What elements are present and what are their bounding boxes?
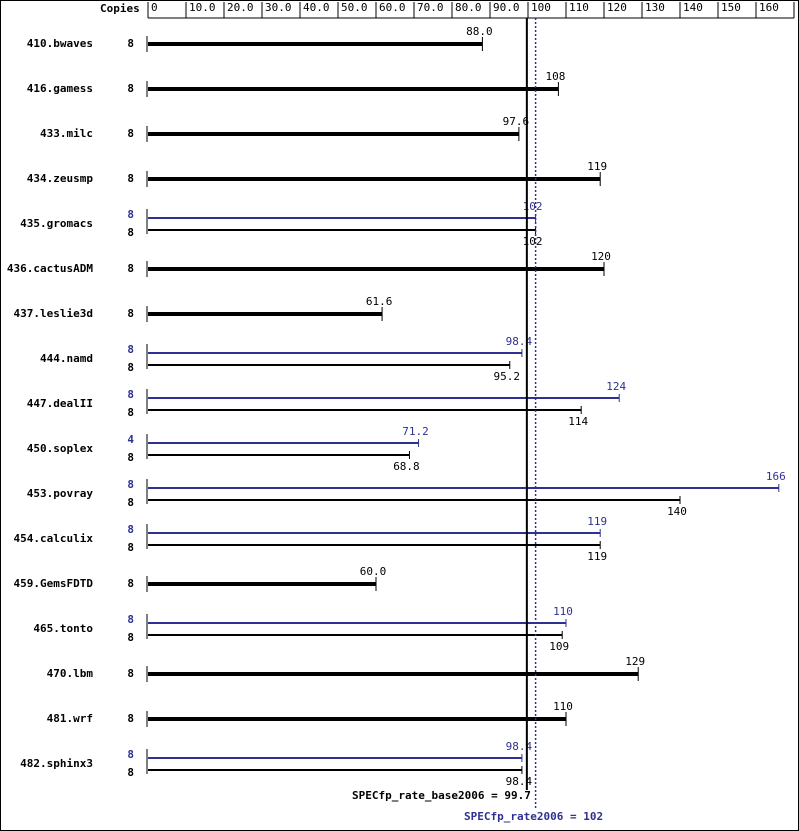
x-tick-label: 0 [151, 1, 158, 14]
base-value-label: 68.8 [393, 460, 420, 473]
base-copies: 8 [127, 262, 134, 275]
peak-value-label: 166 [766, 470, 786, 483]
peak-value-label: 124 [606, 380, 626, 393]
x-tick-label: 90.0 [493, 1, 520, 14]
peak-copies: 8 [127, 613, 134, 626]
base-copies: 8 [127, 226, 134, 239]
base-copies: 8 [127, 361, 134, 374]
x-tick-label: 110 [569, 1, 589, 14]
copies-header: Copies [100, 2, 140, 15]
benchmark-label: 454.calculix [14, 532, 94, 545]
base-value-label: 119 [587, 550, 607, 563]
base-value-label: 88.0 [466, 25, 493, 38]
x-tick-label: 10.0 [189, 1, 216, 14]
benchmark-label: 447.dealII [27, 397, 93, 410]
peak-copies: 8 [127, 478, 134, 491]
peak-value-label: 110 [553, 605, 573, 618]
base-copies: 8 [127, 37, 134, 50]
base-copies: 8 [127, 712, 134, 725]
peak-copies: 8 [127, 343, 134, 356]
x-tick-label: 160 [759, 1, 779, 14]
base-copies: 8 [127, 577, 134, 590]
base-value-label: 61.6 [366, 295, 393, 308]
x-tick-label: 50.0 [341, 1, 368, 14]
base-value-label: 97.6 [503, 115, 530, 128]
base-value-label: 119 [587, 160, 607, 173]
peak-value-label: 119 [587, 515, 607, 528]
base-value-label: 110 [553, 700, 573, 713]
base-value-label: 95.2 [494, 370, 521, 383]
base-value-label: 114 [568, 415, 588, 428]
base-copies: 8 [127, 172, 134, 185]
benchmark-label: 437.leslie3d [14, 307, 93, 320]
benchmark-label: 481.wrf [47, 712, 93, 725]
base-copies: 8 [127, 406, 134, 419]
base-copies: 8 [127, 667, 134, 680]
x-tick-label: 130 [645, 1, 665, 14]
peak-value-label: 71.2 [402, 425, 429, 438]
base-value-label: 60.0 [360, 565, 387, 578]
benchmark-label: 433.milc [40, 127, 93, 140]
x-tick-label: 170 [797, 1, 799, 14]
benchmark-label: 459.GemsFDTD [14, 577, 94, 590]
peak-copies: 8 [127, 208, 134, 221]
base-value-label: 102 [523, 235, 543, 248]
peak-copies: 8 [127, 748, 134, 761]
base-value-label: 129 [625, 655, 645, 668]
peak-copies: 8 [127, 388, 134, 401]
x-tick-label: 60.0 [379, 1, 406, 14]
peak-value-label: 102 [523, 200, 543, 213]
benchmark-label: 436.cactusADM [7, 262, 93, 275]
x-tick-label: 150 [721, 1, 741, 14]
benchmark-label: 453.povray [27, 487, 94, 500]
benchmark-label: 410.bwaves [27, 37, 93, 50]
base-copies: 8 [127, 307, 134, 320]
peak-copies: 4 [127, 433, 134, 446]
reference-label: SPECfp_rate_base2006 = 99.7 [352, 789, 531, 802]
benchmark-label: 434.zeusmp [27, 172, 94, 185]
x-tick-label: 140 [683, 1, 703, 14]
base-copies: 8 [127, 451, 134, 464]
base-copies: 8 [127, 631, 134, 644]
base-value-label: 120 [591, 250, 611, 263]
benchmark-label: 450.soplex [27, 442, 94, 455]
x-tick-label: 30.0 [265, 1, 292, 14]
benchmark-label: 416.gamess [27, 82, 93, 95]
benchmark-label: 435.gromacs [20, 217, 93, 230]
base-copies: 8 [127, 541, 134, 554]
x-tick-label: 20.0 [227, 1, 254, 14]
benchmark-label: 465.tonto [33, 622, 93, 635]
base-value-label: 109 [549, 640, 569, 653]
benchmark-label: 444.namd [40, 352, 93, 365]
x-tick-label: 40.0 [303, 1, 330, 14]
x-tick-label: 120 [607, 1, 627, 14]
reference-label: SPECfp_rate2006 = 102 [464, 810, 603, 823]
base-value-label: 140 [667, 505, 687, 518]
base-copies: 8 [127, 496, 134, 509]
base-value-label: 98.4 [506, 775, 533, 788]
x-tick-label: 80.0 [455, 1, 482, 14]
peak-value-label: 98.4 [506, 335, 533, 348]
x-tick-label: 70.0 [417, 1, 444, 14]
peak-copies: 8 [127, 523, 134, 536]
base-copies: 8 [127, 82, 134, 95]
benchmark-label: 470.lbm [47, 667, 94, 680]
base-value-label: 108 [545, 70, 565, 83]
base-copies: 8 [127, 766, 134, 779]
base-copies: 8 [127, 127, 134, 140]
x-tick-label: 100 [531, 1, 551, 14]
peak-value-label: 98.4 [506, 740, 533, 753]
benchmark-label: 482.sphinx3 [20, 757, 93, 770]
